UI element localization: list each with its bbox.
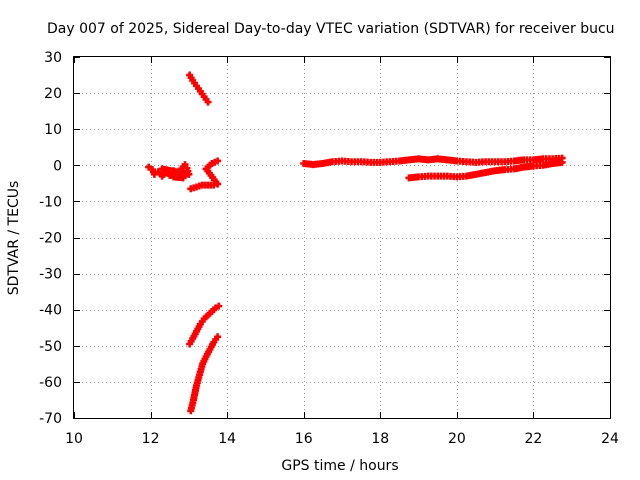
data-point-marker bbox=[206, 161, 214, 169]
data-point-marker bbox=[478, 158, 486, 166]
chart-title: Day 007 of 2025, Sidereal Day-to-day VTE… bbox=[47, 21, 615, 37]
data-point-marker bbox=[421, 172, 429, 180]
data-point-marker bbox=[191, 79, 199, 87]
data-point-marker bbox=[167, 171, 175, 179]
data-point-marker bbox=[556, 159, 564, 167]
y-tick-label: -60 bbox=[39, 375, 62, 391]
y-tick-label: 30 bbox=[44, 50, 62, 66]
x-tick-label: 20 bbox=[448, 431, 466, 447]
data-point-marker bbox=[205, 348, 213, 356]
data-marks bbox=[145, 71, 566, 415]
y-tick-label: -50 bbox=[39, 339, 62, 355]
data-point-marker bbox=[190, 184, 198, 192]
x-tick-label: 10 bbox=[65, 431, 83, 447]
data-point-marker bbox=[459, 157, 467, 165]
series-markers bbox=[145, 161, 193, 182]
data-point-marker bbox=[202, 95, 210, 103]
x-axis-label: GPS time / hours bbox=[281, 458, 398, 474]
x-tick-labels: 10 12 14 16 18 20 22 24 bbox=[65, 431, 619, 447]
data-point-marker bbox=[149, 168, 157, 176]
series-markers bbox=[187, 157, 222, 193]
series-markers bbox=[186, 71, 212, 106]
y-tick-label: -30 bbox=[39, 267, 62, 283]
data-point-marker bbox=[198, 363, 206, 371]
x-tick-label: 12 bbox=[142, 431, 160, 447]
data-point-marker bbox=[198, 90, 206, 98]
data-point-marker bbox=[207, 181, 215, 189]
data-point-marker bbox=[364, 158, 372, 166]
data-point-marker bbox=[177, 174, 185, 182]
series-markers bbox=[186, 302, 223, 348]
y-tick-label: 20 bbox=[44, 86, 62, 102]
x-tick-label: 14 bbox=[218, 431, 236, 447]
x-tick-label: 16 bbox=[295, 431, 313, 447]
data-point-marker bbox=[191, 330, 199, 338]
data-point-marker bbox=[195, 373, 203, 381]
data-point-marker bbox=[201, 355, 209, 363]
data-point-marker bbox=[440, 172, 448, 180]
data-point-marker bbox=[194, 85, 202, 93]
grid bbox=[74, 57, 610, 418]
y-tick-label: -40 bbox=[39, 303, 62, 319]
plot-frame bbox=[73, 56, 611, 419]
data-point-marker bbox=[373, 158, 381, 166]
data-point-marker bbox=[335, 157, 343, 165]
y-tick-label: 10 bbox=[44, 122, 62, 138]
data-point-marker bbox=[179, 163, 187, 171]
data-point-marker bbox=[488, 158, 496, 166]
data-point-marker bbox=[469, 158, 477, 166]
data-point-marker bbox=[206, 309, 214, 317]
data-point-marker bbox=[208, 341, 216, 349]
y-tick-label: 0 bbox=[53, 158, 62, 174]
y-tick-label: -20 bbox=[39, 231, 62, 247]
data-point-marker bbox=[202, 313, 210, 321]
data-point-marker bbox=[187, 337, 195, 345]
data-point-marker bbox=[195, 323, 203, 331]
data-point-marker bbox=[354, 158, 362, 166]
data-point-marker bbox=[210, 306, 218, 314]
data-point-marker bbox=[450, 173, 458, 181]
data-point-marker bbox=[431, 172, 439, 180]
y-tick-labels: -70 -60 -50 -40 -30 -20 -10 0 10 20 30 bbox=[39, 50, 62, 427]
series-markers bbox=[187, 333, 222, 415]
data-point-marker bbox=[215, 302, 223, 310]
data-point-marker bbox=[145, 163, 153, 171]
data-point-marker bbox=[344, 157, 352, 165]
y-axis-label: SDTVAR / TECUs bbox=[6, 181, 22, 296]
series-markers bbox=[405, 158, 566, 182]
data-point-marker bbox=[498, 158, 506, 166]
data-point-marker bbox=[212, 335, 220, 343]
data-point-marker bbox=[211, 158, 219, 166]
x-tick-label: 22 bbox=[525, 431, 543, 447]
data-point-marker bbox=[383, 158, 391, 166]
x-tick-label: 24 bbox=[601, 431, 619, 447]
series-markers bbox=[300, 154, 566, 169]
y-tick-label: -10 bbox=[39, 194, 62, 210]
axis-ticks bbox=[74, 57, 611, 419]
data-point-marker bbox=[187, 74, 195, 82]
x-tick-label: 18 bbox=[371, 431, 389, 447]
data-point-marker bbox=[198, 317, 206, 325]
y-tick-label: -70 bbox=[39, 411, 62, 427]
